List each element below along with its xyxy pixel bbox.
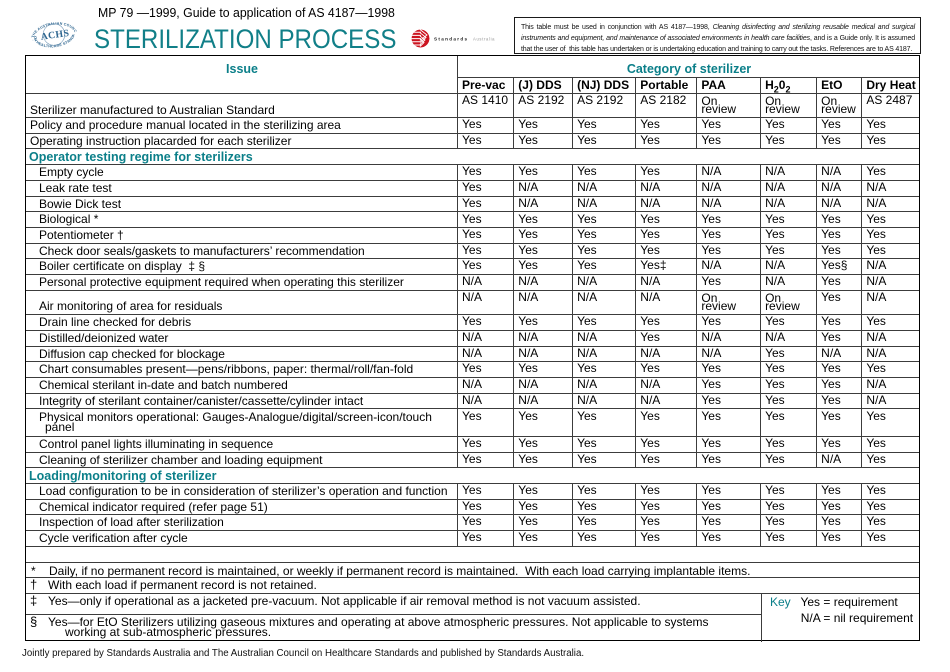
svg-text:ACHS: ACHS <box>40 28 70 43</box>
svg-text:Standards: Standards <box>434 37 468 42</box>
svg-text:Australia: Australia <box>473 37 495 42</box>
